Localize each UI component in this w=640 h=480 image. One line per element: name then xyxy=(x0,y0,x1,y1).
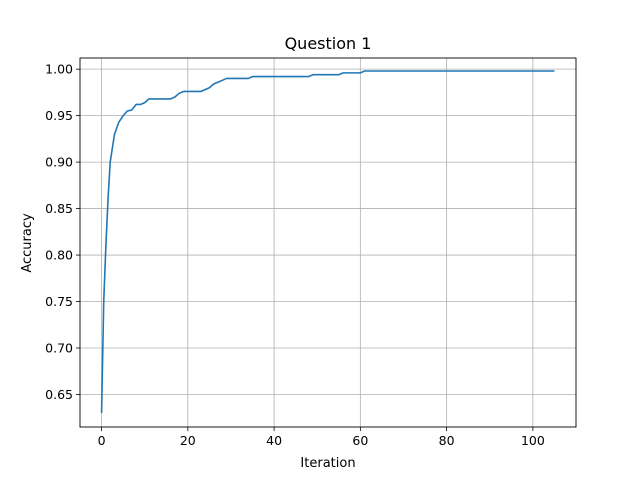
plot-frame xyxy=(79,57,577,428)
x-tick-label-2: 40 xyxy=(266,433,282,448)
series-line-0 xyxy=(100,70,555,414)
y-tick-label-3: 0.80 xyxy=(45,248,73,263)
x-tick-label-5: 100 xyxy=(521,433,545,448)
y-axis-label: Accuracy xyxy=(20,213,35,273)
y-tick-label-1: 0.70 xyxy=(45,340,73,355)
axes xyxy=(79,57,577,428)
x-tick-label-1: 20 xyxy=(180,433,196,448)
y-tick-label-6: 0.95 xyxy=(45,108,73,123)
x-tick-label-0: 0 xyxy=(98,433,106,448)
x-tick-label-4: 80 xyxy=(439,433,455,448)
x-tick-label-3: 60 xyxy=(352,433,368,448)
chart-title: Question 1 xyxy=(285,34,372,53)
y-tick-label-7: 1.00 xyxy=(45,62,73,77)
y-tick-label-5: 0.90 xyxy=(45,155,73,170)
y-tick-label-0: 0.65 xyxy=(45,387,73,402)
ticks: 0 20 40 60 80 100 0.65 0.70 0.75 0.80 0.85 0.90 0.95… xyxy=(45,62,545,448)
series-layer xyxy=(100,70,555,414)
y-tick-label-2: 0.75 xyxy=(45,294,73,309)
x-axis-label: Iteration xyxy=(300,456,355,471)
y-tick-label-4: 0.85 xyxy=(45,201,73,216)
grid xyxy=(80,58,576,427)
